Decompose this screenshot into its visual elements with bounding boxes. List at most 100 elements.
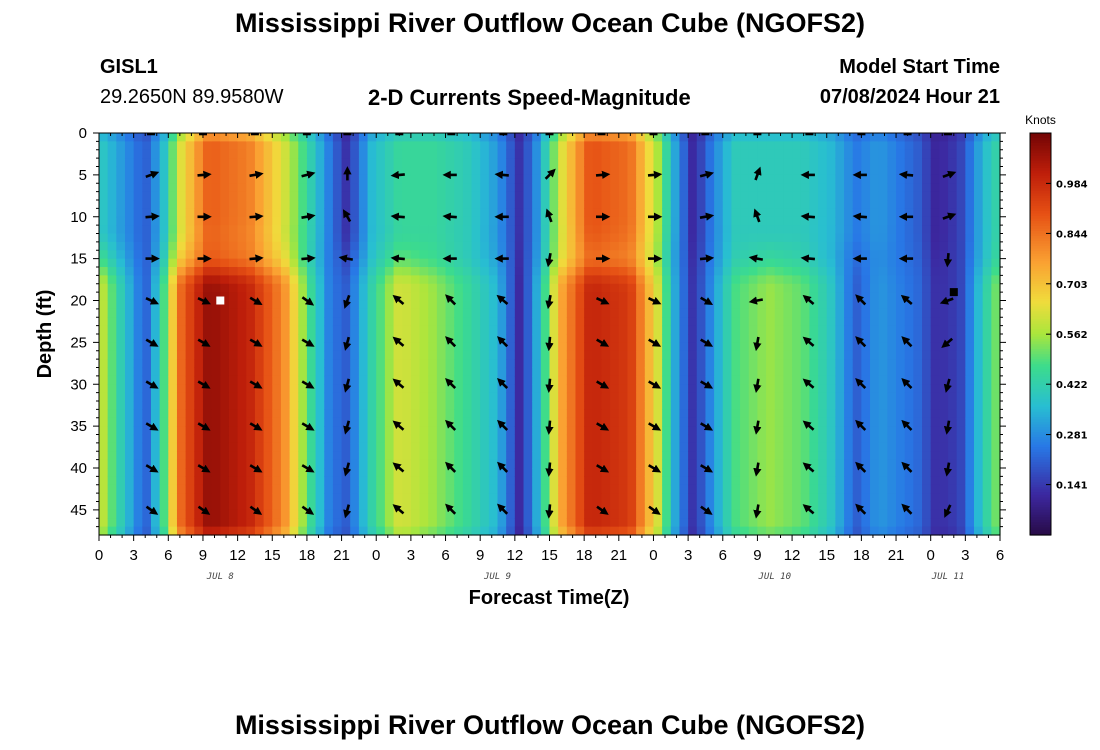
heatmap-cell xyxy=(202,275,213,285)
heatmap-cell xyxy=(878,334,888,343)
heatmap-cell xyxy=(436,174,447,184)
heatmap-cell xyxy=(575,225,585,235)
heatmap-cell xyxy=(150,334,161,343)
heatmap-cell xyxy=(298,208,308,218)
heatmap-cell xyxy=(471,426,481,436)
heatmap-cell xyxy=(384,509,395,519)
heatmap-cell xyxy=(844,275,854,285)
heatmap-cell xyxy=(376,216,386,226)
heatmap-cell xyxy=(341,267,351,276)
heatmap-cell xyxy=(575,509,585,519)
heatmap-cell xyxy=(809,308,819,318)
heatmap-cell xyxy=(445,191,455,201)
heatmap-cell xyxy=(861,451,871,461)
heatmap-cell xyxy=(480,417,490,427)
heatmap-cell xyxy=(428,367,438,377)
heatmap-cell xyxy=(159,493,169,503)
heatmap-cell xyxy=(324,342,334,352)
heatmap-cell xyxy=(532,526,542,536)
heatmap-cell xyxy=(523,258,533,268)
heatmap-cell xyxy=(462,283,473,293)
heatmap-cell xyxy=(332,225,343,235)
heatmap-cell xyxy=(454,518,464,528)
heatmap-cell xyxy=(176,292,187,302)
heatmap-cell xyxy=(471,166,481,176)
heatmap-cell xyxy=(419,208,429,218)
heatmap-cell xyxy=(783,509,793,519)
heatmap-cell xyxy=(818,526,828,536)
heatmap-cell xyxy=(176,275,187,285)
heatmap-cell xyxy=(497,174,507,184)
heatmap-cell xyxy=(618,367,629,377)
heatmap-cell xyxy=(393,216,403,226)
heatmap-cell xyxy=(696,442,707,452)
heatmap-cell xyxy=(592,442,603,452)
heatmap-cell xyxy=(861,401,871,410)
heatmap-cell xyxy=(584,141,594,151)
heatmap-cell xyxy=(818,275,828,285)
heatmap-cell xyxy=(757,300,767,310)
heatmap-cell xyxy=(930,359,940,369)
heatmap-cell xyxy=(627,283,637,293)
heatmap-cell xyxy=(861,300,871,310)
heatmap-cell xyxy=(445,359,455,369)
heatmap-cell xyxy=(168,233,178,243)
heatmap-cell xyxy=(471,417,481,427)
heatmap-cell xyxy=(601,384,611,394)
heatmap-cell xyxy=(766,342,776,352)
heatmap-cell xyxy=(748,233,759,243)
heatmap-cell xyxy=(263,191,273,201)
heatmap-cell xyxy=(211,434,221,444)
heatmap-cell xyxy=(766,350,776,360)
heatmap-cell xyxy=(722,267,733,276)
heatmap-cell xyxy=(757,208,767,218)
heatmap-cell xyxy=(159,166,169,176)
heatmap-cell xyxy=(523,359,533,369)
heatmap-cell xyxy=(922,300,932,310)
heatmap-cell xyxy=(116,258,126,268)
heatmap-cell xyxy=(870,233,880,243)
heatmap-cell xyxy=(566,325,577,335)
heatmap-cell xyxy=(211,225,221,235)
heatmap-cell xyxy=(272,409,282,419)
heatmap-cell xyxy=(913,275,923,285)
heatmap-cell xyxy=(922,401,932,410)
heatmap-cell xyxy=(202,325,213,335)
heatmap-cell xyxy=(991,166,1001,176)
heatmap-cell xyxy=(575,375,585,385)
heatmap-cell xyxy=(506,233,516,243)
heatmap-cell xyxy=(194,367,204,377)
heatmap-cell xyxy=(315,317,325,327)
heatmap-cell xyxy=(272,216,282,226)
heatmap-cell xyxy=(766,267,776,276)
heatmap-cell xyxy=(410,166,421,176)
heatmap-cell xyxy=(930,200,940,209)
heatmap-cell xyxy=(419,375,429,385)
heatmap-cell xyxy=(809,133,819,142)
heatmap-cell xyxy=(480,409,490,419)
heatmap-cell xyxy=(766,325,776,335)
heatmap-cell xyxy=(896,359,906,369)
heatmap-cell xyxy=(176,141,187,151)
heatmap-cell xyxy=(965,216,975,226)
heatmap-cell xyxy=(956,149,966,159)
heatmap-cell xyxy=(393,392,403,402)
heatmap-cell xyxy=(376,300,386,310)
heatmap-cell xyxy=(861,426,871,436)
heatmap-cell xyxy=(653,501,663,511)
heatmap-cell xyxy=(280,267,291,276)
heatmap-cell xyxy=(566,426,577,436)
heatmap-cell xyxy=(731,300,741,310)
heatmap-cell xyxy=(150,434,161,444)
heatmap-cell xyxy=(618,133,629,142)
heatmap-cell xyxy=(809,275,819,285)
heatmap-cell xyxy=(558,468,568,477)
heatmap-cell xyxy=(974,241,984,251)
heatmap-cell xyxy=(696,375,707,385)
heatmap-cell xyxy=(445,476,455,486)
heatmap-cell xyxy=(896,233,906,243)
heatmap-cell xyxy=(991,283,1001,293)
heatmap-cell xyxy=(428,233,438,243)
heatmap-cell xyxy=(922,325,932,335)
heatmap-cell xyxy=(618,300,629,310)
